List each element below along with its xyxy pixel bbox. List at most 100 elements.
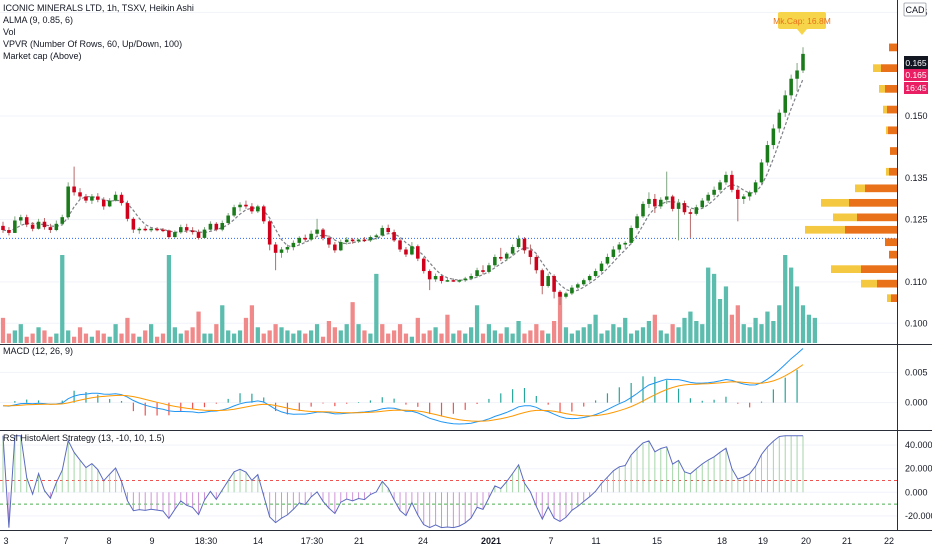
volume-bar xyxy=(700,324,705,343)
volume-bar xyxy=(125,317,130,343)
volume-bar xyxy=(492,330,497,343)
volume-bar xyxy=(806,314,812,343)
candle-body xyxy=(469,276,473,279)
volume-profile-down xyxy=(888,126,897,135)
candle-body xyxy=(641,203,645,217)
candle-body xyxy=(576,284,580,288)
candle-body xyxy=(7,230,11,233)
volume-bar xyxy=(149,324,154,343)
candle-body xyxy=(190,230,195,233)
macd-pane xyxy=(2,348,804,425)
volume-bar xyxy=(18,324,23,343)
candle-body xyxy=(362,239,367,242)
mcap-legend: Market cap (Above) xyxy=(3,51,82,61)
volume-bar xyxy=(297,330,302,343)
volume-bar xyxy=(202,333,207,343)
candle-body xyxy=(297,237,302,243)
volume-bar xyxy=(208,333,213,343)
candle-body xyxy=(143,228,147,231)
volume-profile-up xyxy=(883,105,887,114)
volume-bar xyxy=(516,321,521,343)
candle-body xyxy=(629,227,633,243)
volume-bar xyxy=(800,305,806,343)
candle-body xyxy=(167,230,171,238)
volume-bar xyxy=(480,333,486,343)
legend: ICONIC MINERALS LTD, 1h, TSXV, Heikin As… xyxy=(3,3,194,443)
candle-body xyxy=(599,263,604,272)
volume-bar xyxy=(427,330,432,343)
volume-bar xyxy=(326,321,332,343)
candle-body xyxy=(617,244,622,250)
candle-body xyxy=(368,237,373,241)
candle-body xyxy=(647,198,651,204)
candle-body xyxy=(1,225,5,231)
candle-body xyxy=(232,207,236,216)
candle-body xyxy=(66,186,70,218)
volume-bar xyxy=(617,327,622,343)
volume-bar xyxy=(569,333,575,343)
time-axis[interactable]: 3 7 8 9 18:30 14 17:30 21 24 2021 7 11 15 18 19 20 21 22 xyxy=(3,536,894,546)
volume-profile-up xyxy=(879,85,885,93)
candle-body xyxy=(131,218,136,230)
market-cap-marker[interactable]: Mk.Cap: 16.8M xyxy=(773,12,831,35)
time-tick-label: 7 xyxy=(63,536,68,546)
candle-body xyxy=(510,247,515,254)
volume-bar xyxy=(77,327,83,343)
candle-body xyxy=(522,238,527,251)
candle-body xyxy=(475,270,479,277)
price-tick-label: 0.125 xyxy=(905,215,928,225)
volume-bar xyxy=(658,330,663,343)
volume-profile-up xyxy=(887,294,891,303)
candle-body xyxy=(481,270,485,272)
volume-bar xyxy=(356,324,361,343)
candle-body xyxy=(457,280,462,282)
volume-bar xyxy=(575,330,580,343)
candle-body xyxy=(238,204,242,208)
price-tick-label: 0.135 xyxy=(905,173,928,183)
volume-profile-down xyxy=(887,105,897,114)
candle-body xyxy=(279,249,284,253)
time-tick-label: 9 xyxy=(149,536,154,546)
candle-body xyxy=(605,256,610,264)
currency-box[interactable]: CAD xyxy=(903,2,927,17)
candle-body xyxy=(107,200,112,207)
volume-bar xyxy=(386,333,391,343)
volume-bar xyxy=(623,317,628,343)
volume-profile-up xyxy=(805,225,845,234)
alma-legend: ALMA (9, 0.85, 6) xyxy=(3,15,73,25)
candle-body xyxy=(558,291,562,297)
volume-profile-down xyxy=(891,294,897,303)
volume-bar xyxy=(24,336,29,343)
volume-bar xyxy=(83,333,89,343)
candle-body xyxy=(504,253,509,259)
volume-bar xyxy=(12,330,17,343)
volume-bar xyxy=(391,330,397,343)
candle-body xyxy=(433,276,438,280)
candle-body xyxy=(309,233,313,240)
volume-bar xyxy=(273,324,278,343)
volume-bar xyxy=(783,255,788,343)
time-tick-label: 21 xyxy=(842,536,852,546)
volume-bar xyxy=(445,314,450,343)
candle-body xyxy=(196,232,201,238)
volume-bar xyxy=(237,330,243,343)
candle-body xyxy=(611,249,616,257)
alma-series xyxy=(2,78,804,293)
volume-bar xyxy=(694,321,699,343)
candle-body xyxy=(321,229,325,238)
volume-bar xyxy=(498,333,503,343)
candle-body xyxy=(528,250,533,257)
volume-bar xyxy=(196,311,201,343)
price-tick-label: 0.110 xyxy=(905,277,927,287)
candle-body xyxy=(623,242,627,245)
volume-bar xyxy=(60,255,65,343)
candle-body xyxy=(208,223,213,230)
volume-bar xyxy=(243,317,249,343)
candle-body xyxy=(78,192,82,197)
time-tick-label: 24 xyxy=(418,536,428,546)
candle-body xyxy=(327,237,331,245)
volume-bar xyxy=(486,324,492,343)
candle-body xyxy=(398,240,402,250)
candle-body xyxy=(499,256,503,259)
